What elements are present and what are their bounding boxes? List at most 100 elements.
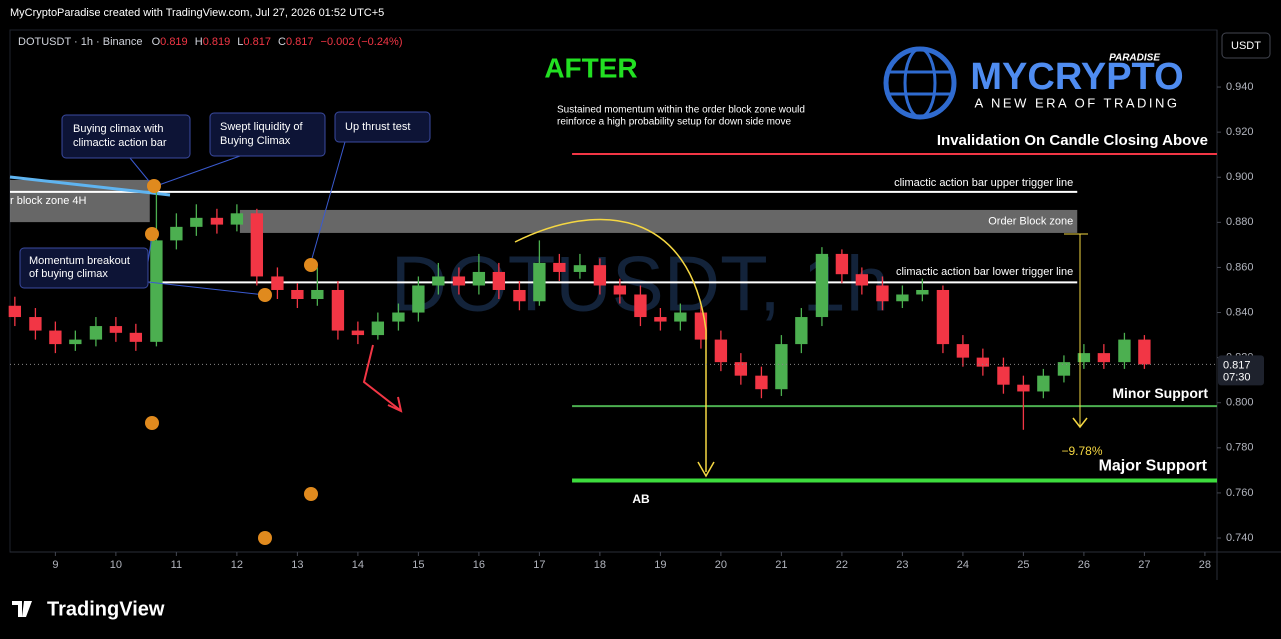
candle-body bbox=[210, 217, 224, 225]
zone-label: Order Block zone bbox=[988, 215, 1073, 227]
candle-body bbox=[734, 362, 748, 376]
candle-body bbox=[876, 285, 889, 302]
y-tick-label: 0.780 bbox=[1226, 442, 1254, 454]
candle-body bbox=[855, 274, 869, 286]
countdown: 07:30 bbox=[1223, 371, 1251, 383]
x-tick-label: 19 bbox=[654, 559, 666, 571]
candle-body bbox=[815, 253, 829, 318]
trendline bbox=[9, 175, 171, 197]
candle-body bbox=[109, 326, 123, 333]
x-tick-label: 22 bbox=[836, 559, 848, 571]
x-tick-label: 25 bbox=[1017, 559, 1029, 571]
arrow-head bbox=[1072, 417, 1088, 429]
callout-text: Momentum breakout bbox=[29, 255, 130, 267]
marker bbox=[258, 288, 272, 302]
candle-body bbox=[573, 265, 587, 272]
legend-value: 0.819 bbox=[160, 36, 188, 48]
candle-body bbox=[472, 271, 486, 286]
last-price: 0.817 bbox=[1223, 359, 1251, 371]
measure-label: −9.78% bbox=[1061, 444, 1102, 458]
candle-body bbox=[190, 217, 203, 227]
candle-body bbox=[1138, 339, 1151, 365]
x-tick-label: 20 bbox=[715, 559, 727, 571]
legend-key: H bbox=[195, 36, 203, 48]
legend-change: −0.002 (−0.24%) bbox=[321, 36, 403, 48]
header: MyCryptoParadise created with TradingVie… bbox=[10, 7, 384, 19]
x-tick-label: 23 bbox=[896, 559, 908, 571]
candle-body bbox=[69, 339, 82, 345]
candle-body bbox=[976, 357, 990, 367]
marker bbox=[145, 227, 159, 241]
brand-slogan: A NEW ERA OF TRADING bbox=[974, 95, 1179, 110]
y-tick-label: 0.900 bbox=[1226, 171, 1254, 183]
x-tick-label: 21 bbox=[775, 559, 787, 571]
callout-text: climactic action bar bbox=[73, 137, 167, 149]
marker bbox=[147, 179, 161, 193]
x-tick-label: 28 bbox=[1199, 559, 1211, 571]
footer: TradingView bbox=[12, 598, 165, 620]
marker bbox=[258, 531, 272, 545]
candle-body bbox=[492, 271, 506, 290]
callouts: Buying climax with climactic action bar … bbox=[19, 111, 431, 296]
arrow-head bbox=[697, 461, 715, 478]
currency-button[interactable] bbox=[1221, 32, 1271, 59]
legend-value: 0.819 bbox=[203, 36, 231, 48]
candles bbox=[8, 188, 1151, 430]
callout-box bbox=[61, 114, 191, 159]
brand-name: MYCRYPTO bbox=[970, 56, 1183, 98]
x-tick-label: 12 bbox=[231, 559, 243, 571]
candle-body bbox=[271, 276, 284, 290]
candle-body bbox=[1118, 339, 1131, 363]
candle-body bbox=[533, 262, 546, 302]
legend-key: C bbox=[278, 36, 286, 48]
marker bbox=[304, 258, 318, 272]
candle-body bbox=[553, 262, 566, 272]
candle-body bbox=[795, 317, 808, 345]
candle-body bbox=[29, 317, 42, 331]
candle-body bbox=[634, 294, 647, 318]
candle-body bbox=[513, 289, 526, 302]
x-tick-label: 13 bbox=[291, 559, 303, 571]
candle-body bbox=[230, 213, 244, 225]
candle-body bbox=[8, 305, 22, 318]
candle-body bbox=[250, 213, 264, 277]
subtitle: reinforce a high probability setup for d… bbox=[557, 117, 791, 128]
candle-body bbox=[49, 330, 62, 345]
candle-body bbox=[170, 226, 183, 241]
y-tick-label: 0.840 bbox=[1226, 306, 1254, 318]
level-label: Major Support bbox=[1099, 458, 1208, 475]
candle-body bbox=[936, 289, 950, 345]
candle-body bbox=[1077, 353, 1091, 363]
y-tick-label: 0.860 bbox=[1226, 261, 1254, 273]
candle-body bbox=[896, 294, 909, 302]
zone bbox=[239, 209, 1078, 233]
candle-body bbox=[371, 321, 385, 336]
candle-body bbox=[129, 332, 143, 342]
candle-body bbox=[331, 289, 345, 331]
legend: DOTUSDT · 1h · Binance O0.819 H0.819 L0.… bbox=[18, 36, 403, 48]
y-tick-label: 0.940 bbox=[1226, 81, 1254, 93]
y-tick-label: 0.740 bbox=[1226, 532, 1254, 544]
candle-body bbox=[674, 312, 687, 322]
markers bbox=[145, 179, 318, 545]
y-tick-label: 0.920 bbox=[1226, 126, 1254, 138]
pattern-label: AB bbox=[632, 492, 650, 506]
candle-body bbox=[835, 253, 849, 275]
legend-symbol: DOTUSDT · 1h · Binance bbox=[18, 36, 143, 48]
legend-key: O bbox=[152, 36, 161, 48]
legend-value: 0.817 bbox=[243, 36, 271, 48]
down-arrow bbox=[362, 344, 401, 411]
candle-body bbox=[775, 344, 788, 390]
x-tick-label: 24 bbox=[957, 559, 969, 571]
candle-body bbox=[1037, 375, 1050, 392]
callout-text: of buying climax bbox=[29, 268, 108, 280]
y-tick-label: 0.880 bbox=[1226, 216, 1254, 228]
candle-body bbox=[916, 289, 929, 295]
candle-body bbox=[291, 289, 304, 300]
candle-body bbox=[654, 317, 667, 322]
callout-text: Swept liquidity of bbox=[220, 121, 303, 133]
candle-body bbox=[613, 285, 627, 295]
level-label: climactic action bar lower trigger line bbox=[896, 266, 1073, 278]
brand-logo: PARADISE MYCRYPTO A NEW ERA OF TRADING bbox=[883, 46, 1184, 120]
x-tick-label: 17 bbox=[533, 559, 545, 571]
